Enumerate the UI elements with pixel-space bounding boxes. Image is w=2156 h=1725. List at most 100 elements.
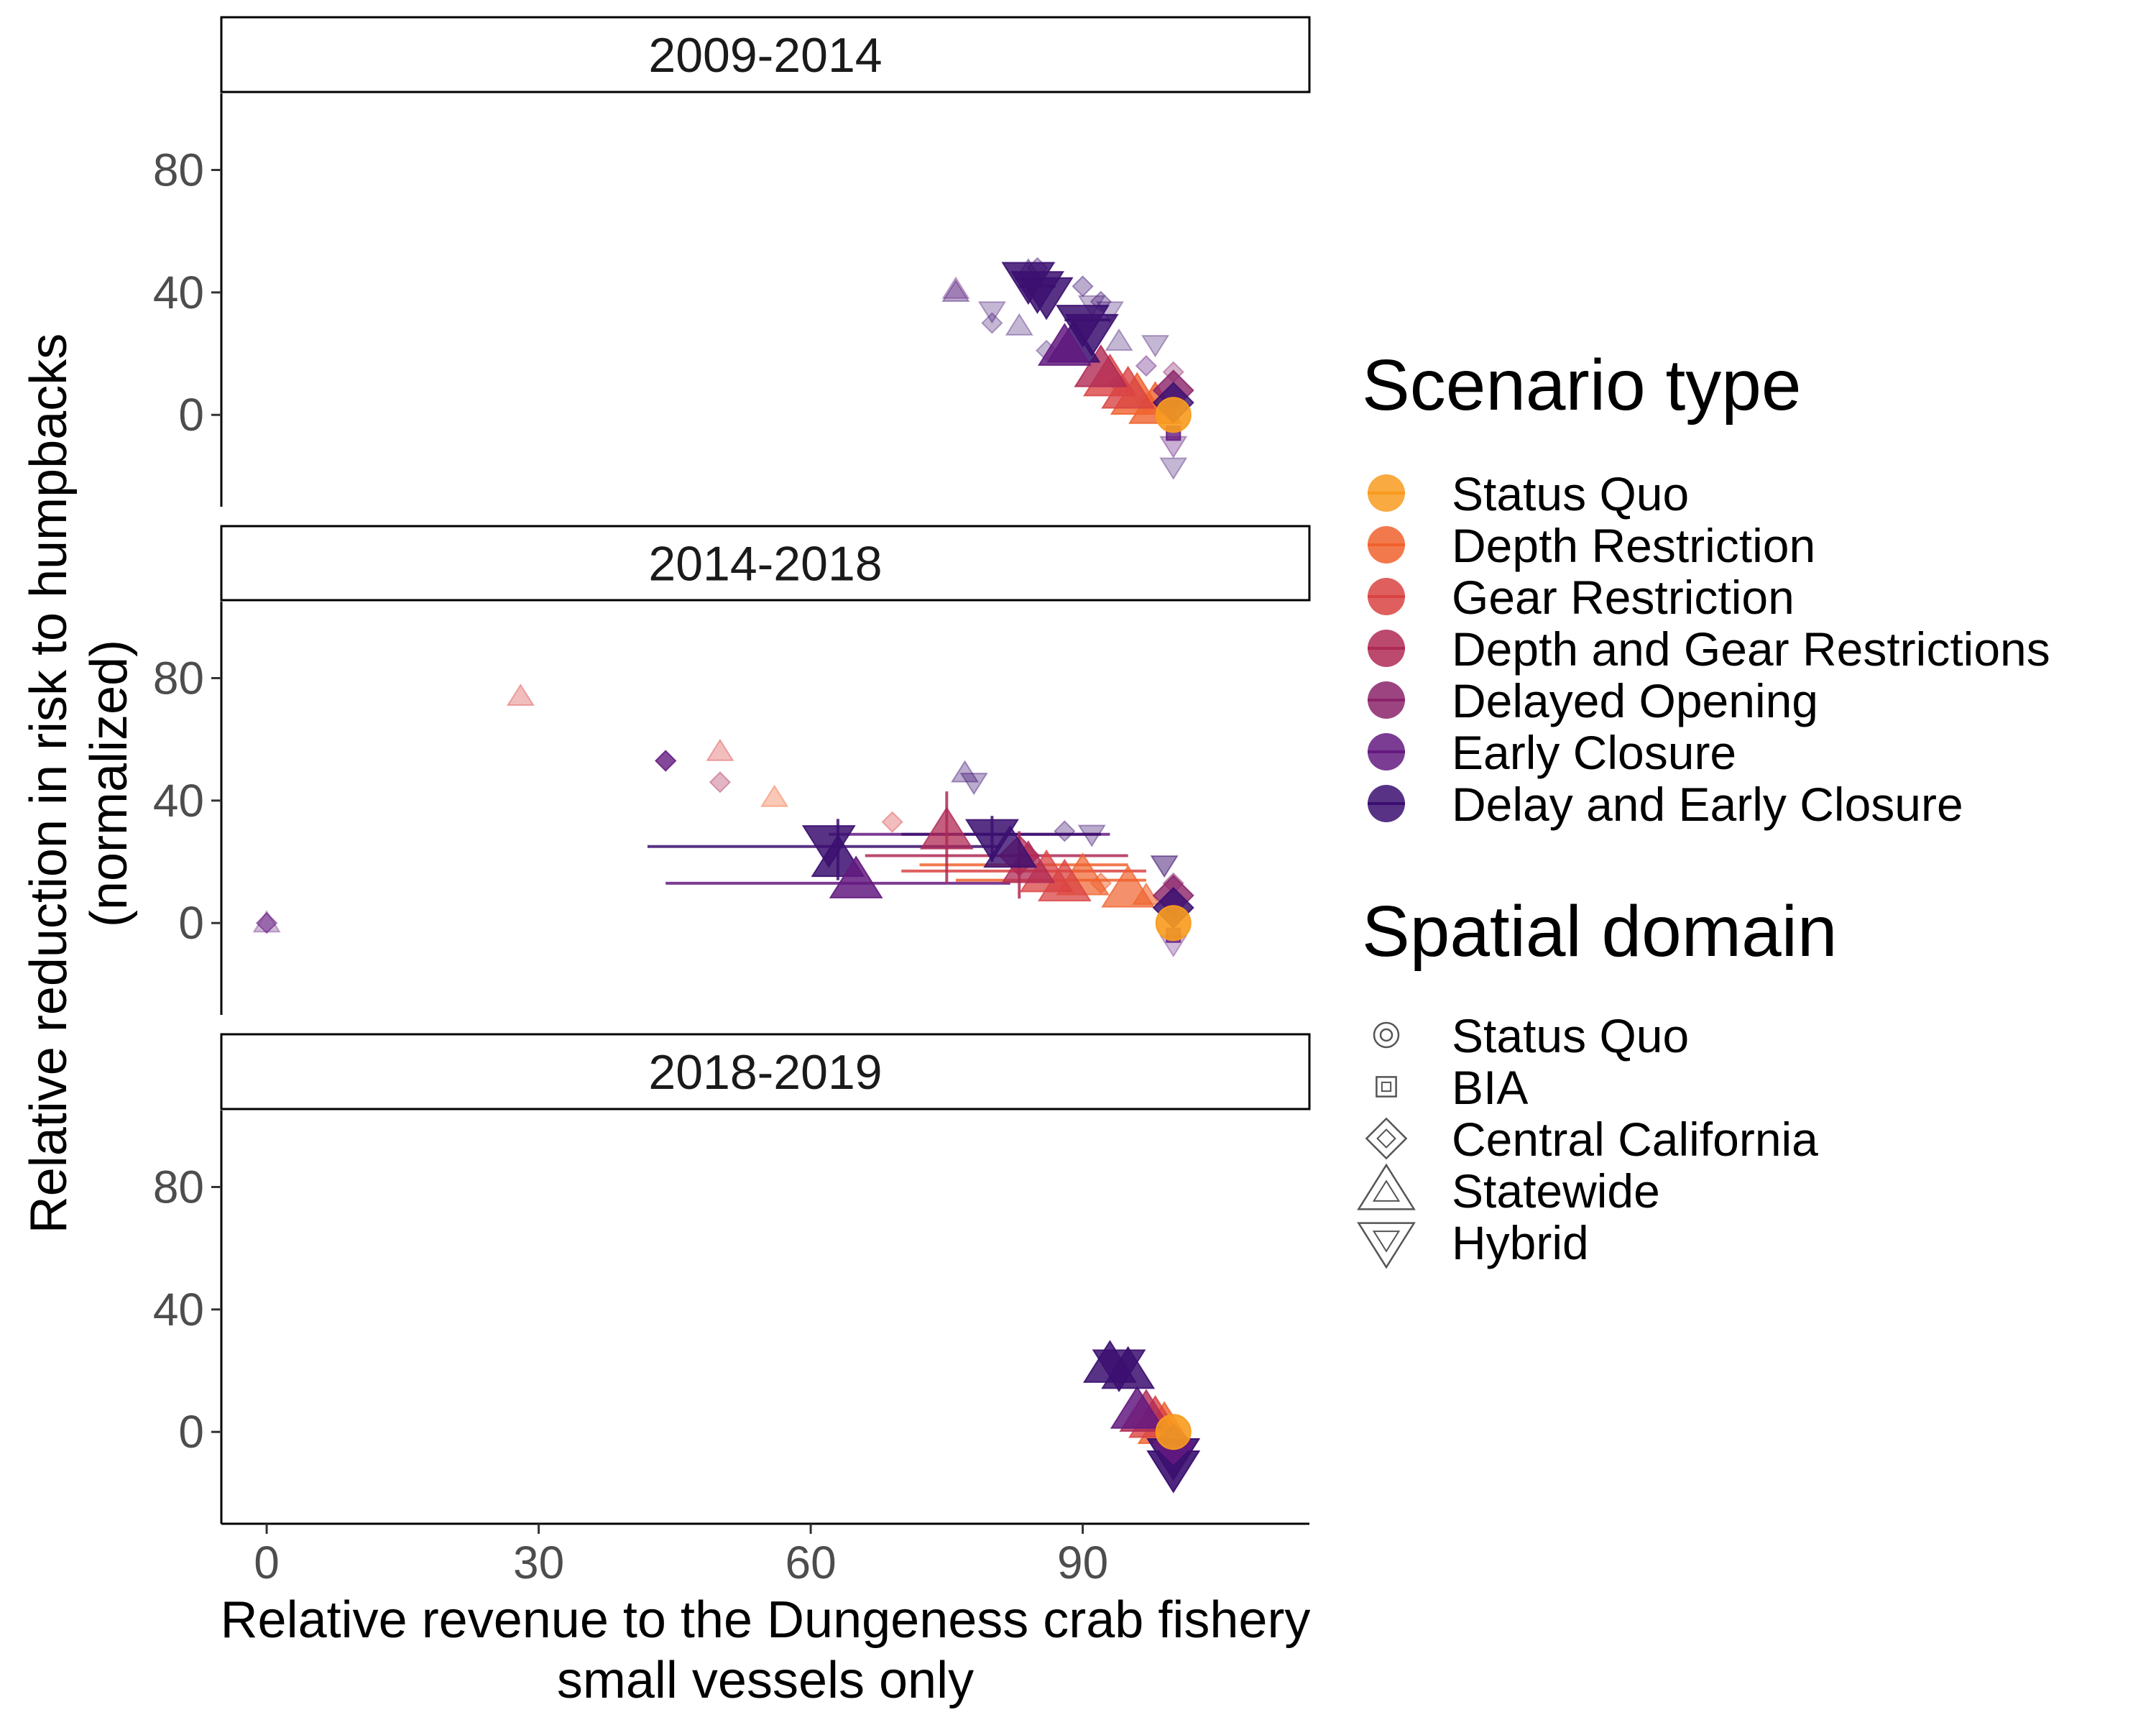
data-point xyxy=(1159,436,1188,459)
facet-strip xyxy=(220,1033,1311,1110)
legend-key-circle xyxy=(1368,526,1405,564)
legend-item-label: Delay and Early Closure xyxy=(1452,778,1963,831)
legend-item-label: Central California xyxy=(1452,1113,1818,1166)
data-point xyxy=(919,806,974,850)
legend-key-circle xyxy=(1368,578,1405,615)
legend-key-circle xyxy=(1368,785,1405,822)
legend-key-inner xyxy=(1381,1081,1392,1092)
legend-item-label: Statewide xyxy=(1452,1164,1660,1218)
x-tick-label: 90 xyxy=(1057,1537,1108,1588)
legend-key-inner xyxy=(1372,1179,1401,1202)
y-tick-label: 0 xyxy=(178,1406,204,1458)
legend-key-shape xyxy=(1365,1117,1408,1160)
data-point xyxy=(1150,855,1179,878)
legend-item-label: Gear Restriction xyxy=(1452,571,1795,624)
legend-key-circle xyxy=(1368,630,1405,667)
y-axis-title-group: Relative reduction in risk to humpbacks … xyxy=(20,334,138,1234)
data-point xyxy=(1141,335,1170,358)
facet-panel: 2009-2014 0 40 80 xyxy=(153,16,1311,507)
data-point xyxy=(1155,397,1192,433)
data-point xyxy=(709,771,732,794)
data-point xyxy=(1110,1386,1164,1429)
data-point xyxy=(506,683,535,707)
y-tick-label: 0 xyxy=(178,389,204,441)
data-point xyxy=(941,279,970,303)
legend-key-circle xyxy=(1368,733,1405,770)
legend-item-scenario: Early Closure xyxy=(1368,726,1736,779)
legend-key-shape xyxy=(1376,1076,1397,1098)
legend-item-scenario: Delay and Early Closure xyxy=(1368,778,1963,831)
legend-item-label: Depth and Gear Restrictions xyxy=(1452,622,2050,676)
legend-key-shape xyxy=(1373,1021,1400,1049)
y-tick-label: 80 xyxy=(153,1161,204,1213)
data-point xyxy=(1101,1346,1156,1389)
x-tick-label: 60 xyxy=(785,1537,836,1588)
legend-key-inner xyxy=(1376,1128,1396,1149)
legend-item-scenario: Delayed Opening xyxy=(1368,674,1818,727)
data-point xyxy=(760,784,789,807)
y-tick-label: 0 xyxy=(178,897,204,949)
legend-key-inner xyxy=(1372,1230,1401,1253)
x-tick-label: 30 xyxy=(513,1537,564,1588)
data-point xyxy=(981,312,1003,334)
data-point xyxy=(655,750,677,772)
legend-key-circle xyxy=(1368,474,1405,512)
x-axis-title-line2: small vessels only xyxy=(557,1652,974,1709)
data-point xyxy=(950,760,980,783)
legend-item-label: Delayed Opening xyxy=(1452,674,1818,727)
y-tick-label: 40 xyxy=(153,775,204,827)
legend-item-domain: Status Quo xyxy=(1373,1009,1689,1062)
data-point xyxy=(977,301,1007,324)
data-point xyxy=(1155,1414,1192,1450)
facet-panel: 2018-2019 0 40 80 0 30 60 90 xyxy=(153,1033,1311,1588)
facet-panel: 2014-2018 0 40 80 xyxy=(153,525,1311,1015)
data-point xyxy=(1101,865,1156,908)
data-point xyxy=(1159,457,1188,480)
legend-item-scenario: Depth Restriction xyxy=(1368,519,1815,572)
legend-item-label: Hybrid xyxy=(1452,1216,1589,1269)
legend-item-label: Depth Restriction xyxy=(1452,519,1815,572)
y-tick-label: 40 xyxy=(153,1284,204,1335)
data-point xyxy=(1037,323,1092,366)
legend-item-scenario: Gear Restriction xyxy=(1368,571,1795,624)
legend-key-inner xyxy=(1379,1028,1393,1042)
x-tick-label: 0 xyxy=(254,1537,280,1588)
data-point xyxy=(881,811,903,833)
legend-item-label: Early Closure xyxy=(1452,726,1736,779)
data-point xyxy=(1019,277,1074,321)
legend-shape-title: Spatial domain xyxy=(1362,891,1838,972)
legend-item-domain: Central California xyxy=(1365,1113,1818,1166)
y-tick-label: 40 xyxy=(153,267,204,318)
legend-color-title: Scenario type xyxy=(1362,345,1801,426)
panels: 2009-2014 0 40 80 2014-2018 0 40 80 2018-2019 0 40… xyxy=(153,16,1311,1588)
data-point xyxy=(959,773,988,796)
legend-key-shape xyxy=(1357,1222,1416,1269)
data-point xyxy=(829,855,883,898)
data-point xyxy=(255,912,278,934)
legend-item-label: Status Quo xyxy=(1452,467,1689,520)
facet-label: 2009-2014 xyxy=(648,28,882,83)
legend-key-shape xyxy=(1357,1163,1416,1210)
legend-item-label: BIA xyxy=(1452,1061,1528,1114)
data-point xyxy=(1054,820,1076,842)
data-point xyxy=(1155,905,1192,942)
facet-label: 2014-2018 xyxy=(648,537,882,592)
y-axis-title-line2: (normalized) xyxy=(80,640,138,927)
x-axis-title: Relative revenue to the Dungeness crab f… xyxy=(221,1591,1311,1649)
data-point xyxy=(1074,344,1128,387)
legend-item-label: Status Quo xyxy=(1452,1009,1689,1062)
legend-item-scenario: Depth and Gear Restrictions xyxy=(1368,622,2050,676)
facet-strip xyxy=(220,16,1311,93)
data-point xyxy=(1077,824,1106,847)
facet-label: 2018-2019 xyxy=(648,1045,882,1100)
data-point xyxy=(1105,328,1133,351)
legend-item-scenario: Status Quo xyxy=(1368,467,1689,520)
data-point xyxy=(1072,275,1094,298)
facet-strip xyxy=(220,525,1311,602)
data-point xyxy=(1135,354,1158,377)
legend-item-domain: Hybrid xyxy=(1357,1216,1589,1269)
data-point xyxy=(706,738,734,761)
